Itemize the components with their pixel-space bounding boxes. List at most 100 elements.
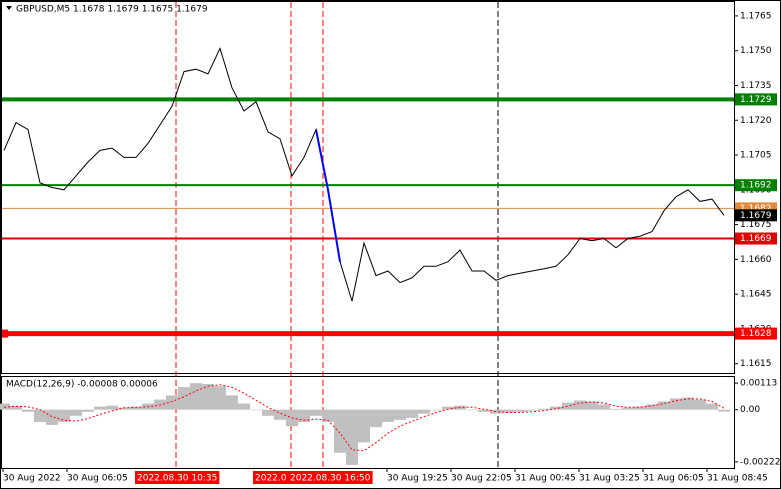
macd-bar <box>262 409 274 416</box>
macd-bar <box>130 406 142 410</box>
macd-bar <box>502 409 514 413</box>
macd-bar <box>406 409 418 418</box>
macd-bar <box>562 402 574 410</box>
macd-bar <box>514 409 526 412</box>
marker-label: 2022.0 <box>255 474 287 484</box>
y-tick-label: 1.1765 <box>740 11 772 21</box>
y-tick-label: 1.1660 <box>740 255 772 265</box>
macd-bar <box>274 409 286 420</box>
price-panel <box>1 1 735 374</box>
macd-bar <box>526 409 538 411</box>
chart-title: GBPUSD,M5 1.1678 1.1679 1.1675 1.1679 <box>16 5 208 15</box>
macd-bar <box>478 409 490 412</box>
macd-bar <box>178 387 190 410</box>
price-line <box>3 47 725 302</box>
macd-bar <box>0 403 10 410</box>
macd-bar <box>586 401 598 410</box>
macd-bar <box>226 395 238 410</box>
macd-bar <box>58 409 70 422</box>
macd-bar <box>646 404 658 410</box>
level-tag-label: 1.1682 <box>740 204 772 214</box>
menu-icon <box>6 6 12 10</box>
x-tick-label: 30 Aug 2022 <box>3 474 61 484</box>
x-tick-label: 31 Aug 03:25 <box>579 474 640 484</box>
macd-bar <box>22 409 34 412</box>
macd-bar <box>10 405 22 410</box>
macd-bar <box>550 406 562 410</box>
macd-bar <box>322 409 334 422</box>
macd-bar <box>658 401 670 410</box>
price-line <box>315 129 341 262</box>
macd-bar <box>46 409 58 425</box>
y-tick-label: 1.1750 <box>740 46 772 56</box>
macd-bar <box>370 409 382 428</box>
macd-y-tick-label: 0.00113 <box>740 379 777 389</box>
level-end <box>2 329 8 338</box>
level-tag <box>735 93 777 106</box>
macd-bar <box>94 406 106 410</box>
macd-bar <box>598 404 610 410</box>
y-tick-label: 1.1705 <box>740 151 772 161</box>
macd-bar <box>574 400 586 410</box>
marker-label-bg <box>135 471 220 484</box>
macd-bar <box>622 407 634 410</box>
macd-bar <box>466 409 478 411</box>
level-tag-label: 1.1628 <box>740 329 772 339</box>
macd-bar <box>298 409 310 422</box>
macd-bar <box>682 397 694 410</box>
x-tick-label: 31 Aug 00:45 <box>515 474 576 484</box>
macd-bar <box>82 409 94 412</box>
level-tag <box>735 327 777 340</box>
macd-bar <box>358 409 370 443</box>
macd-title: MACD(12,26,9) -0.00008 0.00006 <box>6 380 158 390</box>
marker-label-bg <box>288 471 373 484</box>
last-price-tag <box>735 209 777 222</box>
macd-bar <box>106 405 118 410</box>
macd-bar <box>538 408 550 410</box>
macd-bar <box>34 409 46 422</box>
macd-bar <box>238 403 250 410</box>
macd-bar <box>166 395 178 410</box>
x-tick-label: 30 Aug 19:25 <box>387 474 448 484</box>
macd-bar <box>670 398 682 410</box>
level-tag-label: 1.1729 <box>740 95 772 105</box>
level-tag-label: 1.1669 <box>740 234 772 244</box>
macd-bar <box>382 409 394 422</box>
marker-label-bg <box>253 471 289 484</box>
macd-bar <box>346 409 358 465</box>
level-tag <box>735 179 777 192</box>
marker-label: 2022.08.30 16:50 <box>290 474 371 484</box>
macd-bar <box>718 409 730 412</box>
y-tick-label: 1.1735 <box>740 81 772 91</box>
macd-bar <box>334 409 346 453</box>
x-tick-label: 30 Aug 22:05 <box>451 474 512 484</box>
macd-bar <box>442 406 454 410</box>
y-tick-label: 1.1720 <box>740 116 772 126</box>
macd-bar <box>118 407 130 410</box>
macd-bar <box>430 409 442 411</box>
macd-bar <box>190 383 202 410</box>
macd-y-tick-label: -0.00222 <box>740 457 780 467</box>
macd-bar <box>706 403 718 410</box>
last-price-label: 1.1679 <box>740 211 772 221</box>
macd-bar <box>634 406 646 410</box>
macd-bar <box>202 384 214 410</box>
macd-bar <box>394 409 406 420</box>
macd-signal <box>3 384 725 452</box>
level-tag <box>735 232 777 245</box>
level-tag-label: 1.1692 <box>740 181 772 191</box>
x-tick-label: 31 Aug 08:45 <box>707 474 768 484</box>
macd-bar <box>214 386 226 410</box>
macd-panel <box>1 376 735 469</box>
macd-bar <box>418 409 430 414</box>
macd-y-tick-label: 0.00 <box>740 405 760 415</box>
macd-bar <box>694 399 706 410</box>
macd-bar <box>250 409 262 411</box>
marker-label: 2022.08.30 10:35 <box>137 474 217 484</box>
x-tick-label: 31 Aug 06:05 <box>643 474 704 484</box>
y-tick-label: 1.1675 <box>740 220 772 230</box>
macd-bar <box>70 409 82 416</box>
x-tick-label: 30 Aug 06:05 <box>67 474 128 484</box>
y-tick-label: 1.1645 <box>740 290 772 300</box>
